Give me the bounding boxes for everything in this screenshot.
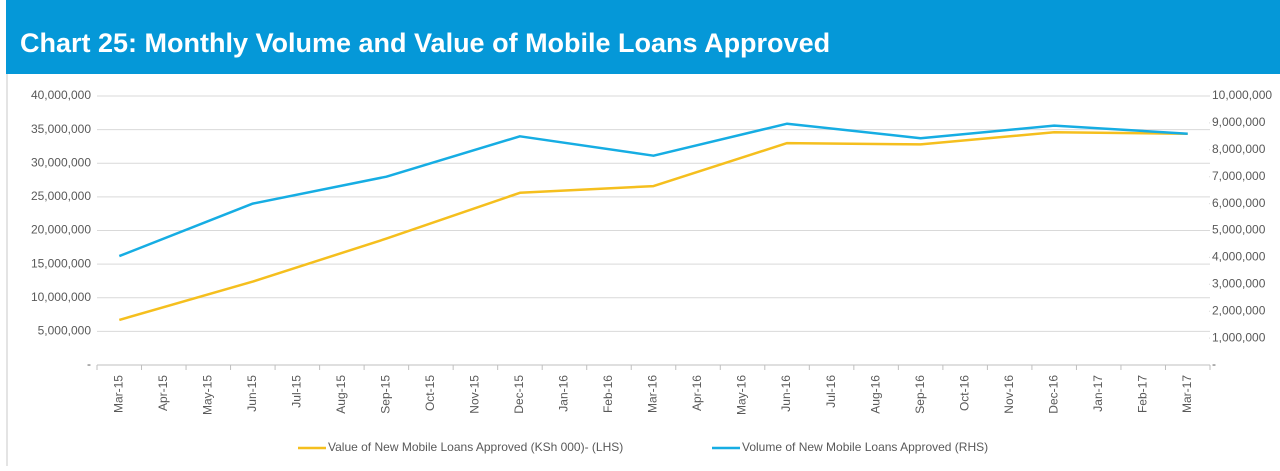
x-tick-label: Mar-17 [1180,375,1194,413]
y2-tick-label: 9,000,000 [1212,115,1266,129]
y2-tick-label: 4,000,000 [1212,250,1266,264]
x-tick-label: Jan-17 [1091,375,1105,412]
y2-tick-label: 2,000,000 [1212,303,1266,317]
y2-tick-label: 5,000,000 [1212,223,1266,237]
x-tick-label: Apr-16 [690,375,704,411]
y-tick-label: 35,000,000 [31,122,91,136]
series-line [118,122,1188,258]
y2-tick-label: 3,000,000 [1212,276,1266,290]
x-tick-label: Nov-15 [468,375,482,414]
y2-tick-label: - [1212,357,1216,371]
y2-tick-label: 7,000,000 [1212,169,1266,183]
y-tick-label: 30,000,000 [31,155,91,169]
x-tick-label: Dec-15 [512,375,526,414]
x-tick-label: Jul-16 [824,375,838,408]
legend-label: Value of New Mobile Loans Approved (KSh … [328,440,623,454]
x-tick-label: Nov-16 [1002,375,1016,414]
x-tick-label: Apr-15 [156,375,170,411]
x-tick-label: Jan-16 [557,375,571,412]
x-tick-label: Mar-15 [111,375,125,413]
y-tick-label: 25,000,000 [31,189,91,203]
y-tick-label: 5,000,000 [38,324,92,338]
y-tick-label: 15,000,000 [31,256,91,270]
header-bar [6,0,1280,74]
legend-label: Volume of New Mobile Loans Approved (RHS… [742,440,988,454]
x-tick-label: Sep-15 [379,375,393,414]
x-tick-label: Oct-15 [423,375,437,411]
y2-tick-label: 10,000,000 [1212,88,1272,102]
x-tick-label: Feb-17 [1135,375,1149,413]
x-tick-label: Dec-16 [1046,375,1060,414]
y-tick-label: 40,000,000 [31,88,91,102]
x-tick-label: Aug-15 [334,375,348,414]
series-line [118,131,1188,322]
chart-title: Chart 25: Monthly Volume and Value of Mo… [20,28,830,58]
x-tick-label: Sep-16 [913,375,927,414]
x-tick-label: May-15 [200,375,214,415]
x-tick-label: Oct-16 [957,375,971,411]
y-tick-label: 10,000,000 [31,290,91,304]
y2-tick-label: 1,000,000 [1212,330,1266,344]
y2-tick-label: 6,000,000 [1212,196,1266,210]
x-tick-label: Mar-16 [646,375,660,413]
y-tick-label: 20,000,000 [31,223,91,237]
y2-tick-label: 8,000,000 [1212,142,1266,156]
x-tick-label: Jun-15 [245,375,259,412]
x-tick-label: Jun-16 [779,375,793,412]
x-tick-label: Jul-15 [290,375,304,408]
x-tick-label: Aug-16 [868,375,882,414]
x-tick-label: May-16 [735,375,749,415]
x-tick-label: Feb-16 [601,375,615,413]
y-tick-label: - [87,357,91,371]
